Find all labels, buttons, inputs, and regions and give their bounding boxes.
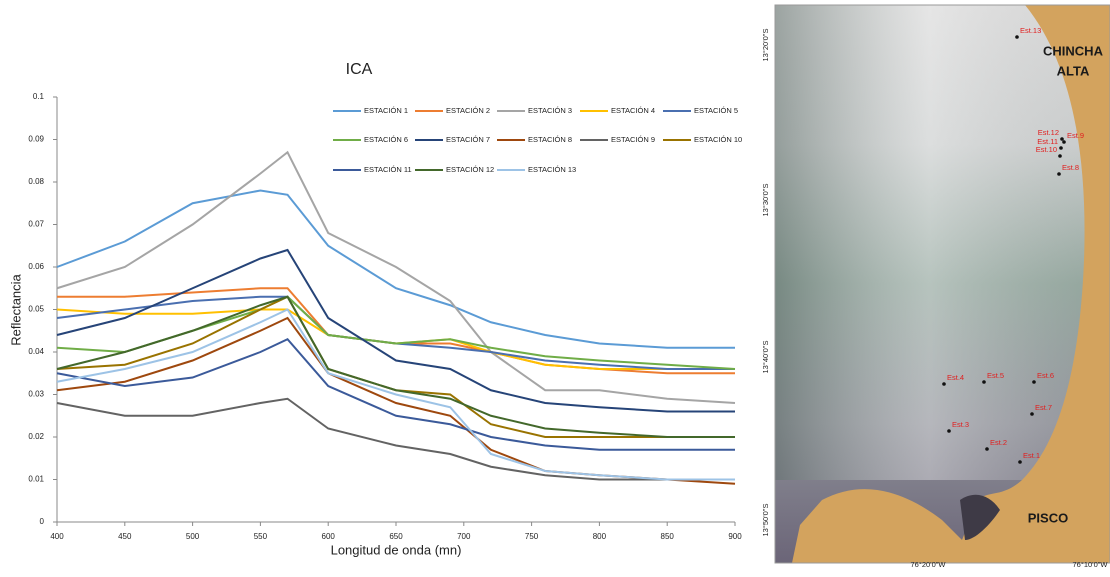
legend-label: ESTACIÓN 2: [446, 106, 490, 115]
station-dot: [1059, 146, 1063, 150]
x-tick-label: 650: [389, 532, 403, 541]
x-tick-label: 450: [118, 532, 132, 541]
chart-title: ICA: [346, 61, 373, 78]
station-dot: [1030, 412, 1034, 416]
station-label: Est.13: [1020, 26, 1041, 35]
x-tick-label: 850: [661, 532, 675, 541]
x-tick-label: 400: [50, 532, 64, 541]
x-tick-label: 900: [728, 532, 742, 541]
station-dot: [1057, 172, 1061, 176]
series-line: [56, 295, 736, 370]
y-axis-label: Reflectancia: [8, 273, 23, 345]
legend-label: ESTACIÓN 12: [446, 165, 494, 174]
station-label: Est.12: [1038, 128, 1059, 137]
station-label: Est.9: [1067, 131, 1084, 140]
haze: [775, 5, 1085, 480]
station-dot: [1018, 460, 1022, 464]
station-label: Est.11: [1037, 137, 1058, 146]
x-tick-label: 500: [186, 532, 200, 541]
station-dot: [1032, 380, 1036, 384]
y-tick-label: 0: [40, 517, 45, 526]
series-line: [56, 295, 735, 370]
pisco-bay: [960, 494, 1000, 540]
station-dot: [1015, 35, 1019, 39]
series-line: [56, 150, 736, 404]
legend-label: ESTACIÓN 7: [446, 135, 490, 144]
y-tick-label: 0.07: [28, 220, 44, 229]
station-dot: [982, 380, 986, 384]
x-tick-label: 750: [525, 532, 539, 541]
y-tick-label: 0.02: [28, 432, 44, 441]
legend-label: ESTACIÓN 6: [364, 135, 408, 144]
station-label: Est.7: [1035, 403, 1052, 412]
latitude-label: 13°20'0"S: [761, 29, 770, 62]
latitude-label: 13°40'0"S: [761, 341, 770, 374]
legend-label: ESTACIÓN 9: [611, 135, 655, 144]
x-tick-label: 550: [254, 532, 268, 541]
station-dot: [947, 429, 951, 433]
series-line: [56, 308, 735, 481]
station-label: Est.5: [987, 371, 1004, 380]
legend-label: ESTACIÓN 3: [528, 106, 572, 115]
longitude-label: 76°20'0"W: [910, 560, 946, 569]
series-line: [56, 295, 735, 438]
chart: ICA Longitud de onda (mn) Reflectancia 0…: [8, 61, 742, 557]
station-dot: [1062, 140, 1066, 144]
station-dot: [942, 382, 946, 386]
station-label: Est.6: [1037, 371, 1054, 380]
x-tick-label: 800: [593, 532, 607, 541]
y-tick-label: 0.09: [28, 135, 44, 144]
station-label: Est.10: [1036, 145, 1057, 154]
station-label: Est.3: [952, 420, 969, 429]
x-tick-label: 700: [457, 532, 471, 541]
map: CHINCHA ALTA PISCO 13°20'0"S 13°30'0"S 13°40'…: [761, 4, 1110, 569]
legend-label: ESTACIÓN 5: [694, 106, 738, 115]
map-frame: [774, 4, 1110, 564]
station-label: Est.1: [1023, 451, 1040, 460]
latitude-label: 13°30'0"S: [761, 184, 770, 217]
station-label: Est.2: [990, 438, 1007, 447]
x-tick-label: 600: [322, 532, 336, 541]
y-tick-label: 0.06: [28, 262, 44, 271]
station-dot: [1058, 154, 1062, 158]
series-line: [56, 189, 735, 349]
place-label: CHINCHA: [1043, 43, 1104, 58]
station-label: Est.4: [947, 373, 964, 382]
x-axis-label: Longitud de onda (mn): [331, 542, 462, 557]
legend-label: ESTACIÓN 4: [611, 106, 655, 115]
legend-label: ESTACIÓN 8: [528, 135, 572, 144]
station-dot: [1060, 137, 1064, 141]
longitude-label: 76°10'0"W: [1072, 560, 1108, 569]
legend-label: ESTACIÓN 13: [528, 165, 576, 174]
legend-label: ESTACIÓN 11: [364, 165, 412, 174]
y-tick-label: 0.1: [33, 92, 45, 101]
series-line: [56, 248, 735, 413]
legend-label: ESTACIÓN 1: [364, 106, 408, 115]
station-label: Est.8: [1062, 163, 1079, 172]
y-tick-label: 0.04: [28, 347, 44, 356]
legend-label: ESTACIÓN 10: [694, 135, 742, 144]
place-label: PISCO: [1028, 510, 1068, 525]
y-tick-label: 0.08: [28, 177, 44, 186]
series-line: [56, 397, 735, 481]
y-tick-label: 0.03: [28, 390, 44, 399]
y-tick-label: 0.01: [28, 475, 44, 484]
place-label: ALTA: [1057, 63, 1090, 78]
latitude-label: 13°50'0"S: [761, 504, 770, 537]
station-dot: [985, 447, 989, 451]
y-tick-label: 0.05: [28, 305, 44, 314]
series-line: [56, 338, 735, 451]
